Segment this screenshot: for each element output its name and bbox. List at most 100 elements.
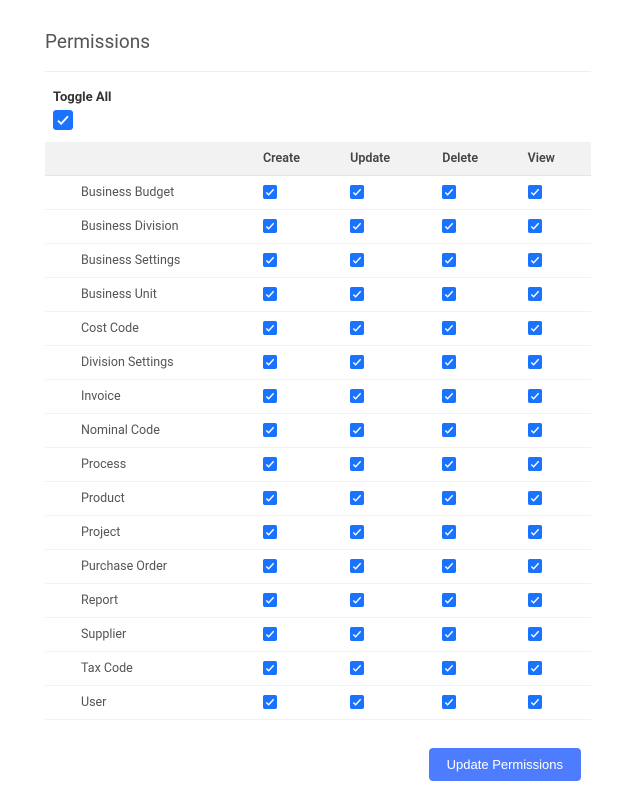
perm-cell <box>342 583 434 617</box>
perm-checkbox[interactable] <box>442 219 456 233</box>
perm-checkbox[interactable] <box>350 559 364 573</box>
perm-cell <box>434 345 519 379</box>
check-icon <box>529 527 540 538</box>
perm-checkbox[interactable] <box>350 491 364 505</box>
perm-checkbox[interactable] <box>350 593 364 607</box>
perm-cell <box>434 481 519 515</box>
perm-checkbox[interactable] <box>350 321 364 335</box>
perm-checkbox[interactable] <box>528 457 542 471</box>
check-icon <box>529 255 540 266</box>
row-name: Supplier <box>45 617 255 651</box>
perm-checkbox[interactable] <box>528 185 542 199</box>
perm-cell <box>520 277 591 311</box>
check-icon <box>352 663 363 674</box>
perm-checkbox[interactable] <box>442 559 456 573</box>
perm-checkbox[interactable] <box>263 355 277 369</box>
perm-checkbox[interactable] <box>442 253 456 267</box>
perm-cell <box>434 515 519 549</box>
perm-checkbox[interactable] <box>350 287 364 301</box>
perm-checkbox[interactable] <box>442 185 456 199</box>
perm-checkbox[interactable] <box>350 627 364 641</box>
perm-checkbox[interactable] <box>263 389 277 403</box>
update-permissions-button[interactable]: Update Permissions <box>429 748 581 781</box>
perm-checkbox[interactable] <box>528 423 542 437</box>
perm-checkbox[interactable] <box>263 593 277 607</box>
perm-checkbox[interactable] <box>528 559 542 573</box>
check-icon <box>529 663 540 674</box>
perm-checkbox[interactable] <box>350 219 364 233</box>
perm-checkbox[interactable] <box>528 661 542 675</box>
perm-checkbox[interactable] <box>442 525 456 539</box>
perm-checkbox[interactable] <box>442 287 456 301</box>
perm-checkbox[interactable] <box>263 661 277 675</box>
perm-checkbox[interactable] <box>442 355 456 369</box>
perm-cell <box>434 685 519 719</box>
perm-checkbox[interactable] <box>528 593 542 607</box>
perm-checkbox[interactable] <box>442 423 456 437</box>
perm-checkbox[interactable] <box>263 423 277 437</box>
perm-checkbox[interactable] <box>528 695 542 709</box>
toggle-all-block: Toggle All <box>53 90 591 130</box>
toggle-all-checkbox[interactable] <box>53 110 73 130</box>
perm-checkbox[interactable] <box>263 627 277 641</box>
perm-checkbox[interactable] <box>263 219 277 233</box>
check-icon <box>265 527 276 538</box>
perm-checkbox[interactable] <box>442 627 456 641</box>
check-icon <box>444 527 455 538</box>
check-icon <box>529 357 540 368</box>
perm-checkbox[interactable] <box>263 321 277 335</box>
perm-checkbox[interactable] <box>442 491 456 505</box>
perm-checkbox[interactable] <box>263 559 277 573</box>
perm-checkbox[interactable] <box>442 661 456 675</box>
perm-checkbox[interactable] <box>263 457 277 471</box>
check-icon <box>265 459 276 470</box>
perm-checkbox[interactable] <box>350 253 364 267</box>
perm-checkbox[interactable] <box>263 525 277 539</box>
perm-checkbox[interactable] <box>528 321 542 335</box>
footer-row: Update Permissions <box>45 748 591 781</box>
perm-checkbox[interactable] <box>442 695 456 709</box>
perm-checkbox[interactable] <box>350 695 364 709</box>
perm-checkbox[interactable] <box>528 389 542 403</box>
perm-checkbox[interactable] <box>528 219 542 233</box>
check-icon <box>529 187 540 198</box>
perm-checkbox[interactable] <box>263 287 277 301</box>
check-icon <box>444 595 455 606</box>
perm-checkbox[interactable] <box>528 355 542 369</box>
perm-cell <box>255 685 342 719</box>
perm-cell <box>255 617 342 651</box>
perm-checkbox[interactable] <box>263 695 277 709</box>
perm-checkbox[interactable] <box>528 491 542 505</box>
perm-checkbox[interactable] <box>350 457 364 471</box>
perm-checkbox[interactable] <box>350 389 364 403</box>
perm-cell <box>434 549 519 583</box>
perm-checkbox[interactable] <box>442 389 456 403</box>
perm-checkbox[interactable] <box>350 661 364 675</box>
perm-checkbox[interactable] <box>528 525 542 539</box>
perm-checkbox[interactable] <box>528 287 542 301</box>
perm-cell <box>255 481 342 515</box>
perm-cell <box>342 481 434 515</box>
perm-checkbox[interactable] <box>442 457 456 471</box>
perm-checkbox[interactable] <box>528 253 542 267</box>
check-icon <box>444 391 455 402</box>
perm-checkbox[interactable] <box>263 185 277 199</box>
table-header-row: Create Update Delete View <box>45 142 591 176</box>
perm-checkbox[interactable] <box>350 185 364 199</box>
check-icon <box>529 493 540 504</box>
perm-checkbox[interactable] <box>350 525 364 539</box>
perm-checkbox[interactable] <box>263 253 277 267</box>
perm-checkbox[interactable] <box>442 321 456 335</box>
perm-cell <box>520 481 591 515</box>
perm-checkbox[interactable] <box>350 355 364 369</box>
row-name: Nominal Code <box>45 413 255 447</box>
perm-cell <box>520 243 591 277</box>
perm-cell <box>520 515 591 549</box>
perm-checkbox[interactable] <box>442 593 456 607</box>
perm-cell <box>520 413 591 447</box>
perm-checkbox[interactable] <box>350 423 364 437</box>
perm-checkbox[interactable] <box>263 491 277 505</box>
perm-checkbox[interactable] <box>528 627 542 641</box>
perm-cell <box>255 175 342 209</box>
check-icon <box>444 323 455 334</box>
